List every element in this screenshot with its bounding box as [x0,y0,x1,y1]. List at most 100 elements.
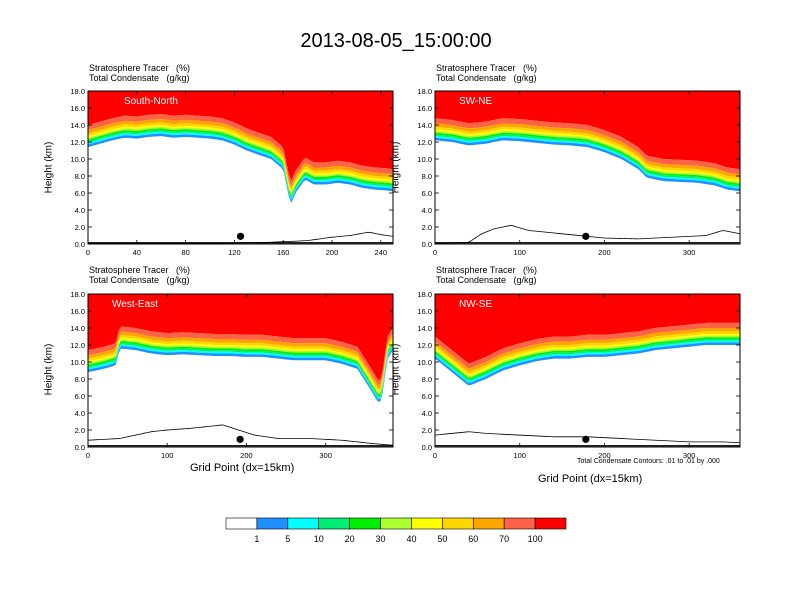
panel-2-tracer-band-5 [435,130,740,184]
panel-1-ytick-label: 8.0 [75,172,85,181]
panel-1-ytick-label: 4.0 [75,206,85,215]
panel-4-tracer-band-3 [435,331,740,375]
panel-3-tracer-band-3 [88,334,393,391]
panel-1-ytick-label: 16.0 [70,104,85,113]
panel-3-ytick-label: 10.0 [70,358,85,367]
panel-4-frame [434,293,741,448]
panel-4-ytick-label: 6.0 [422,392,432,401]
panel-2-location-marker [582,232,590,240]
panel-1-var-label-1: Stratosphere Tracer (%) [89,63,191,73]
panel-3-tracer-band-1 [88,326,393,385]
colorbar-label: 60 [468,534,478,544]
colorbar-label: 5 [285,534,290,544]
panel-4-ytick-label: 8.0 [422,375,432,384]
panel-2-xtick-label: 300 [683,248,696,257]
panel-4-tracer-band-1 [435,322,740,369]
panel-3-tracer-band-7 [88,342,393,398]
panel-4-ytick-label: 18.0 [417,290,432,299]
panel-1-xtick-label: 200 [326,248,339,257]
panel-1-ytick-label: 14.0 [70,121,85,130]
panel-4-var-label-2: Total Condensate (g/kg) [436,275,537,285]
panel-2-xtick-label: 200 [598,248,611,257]
panel-3-ytick-label: 12.0 [70,341,85,350]
panel-3-label: West-East [112,299,158,310]
panel-1-ytick-label: 2.0 [75,223,85,232]
panel-3-ytick-label: 6.0 [75,392,85,401]
panel-4-ytick-label: 2.0 [422,426,432,435]
panel-3-tracer-band-2 [88,331,393,389]
panel-2-tracer-band-9 [435,137,740,192]
panel-1-tracer-band-1 [88,114,393,186]
panel-4-xlabel: Grid Point (dx=15km) [538,473,643,485]
colorbar-label: 30 [376,534,386,544]
panel-1-xtick-label: 40 [133,248,141,257]
panel-4-ytick-label: 14.0 [417,324,432,333]
colorbar-swatch [349,517,381,530]
panel-2-tracer-band-7 [435,134,740,188]
panel-3-frame [87,293,394,448]
panel-4-ytick-label: 4.0 [422,409,432,418]
panel-4-xtick-label: 200 [598,451,611,460]
panel-4-location-marker [582,435,590,443]
colorbar-label: 70 [499,534,509,544]
colorbar-swatch [380,517,412,530]
panel-3-tracer-band-8 [88,344,393,400]
panel-2-var-label-2: Total Condensate (g/kg) [436,73,537,83]
panel-3-tracer-band-5 [88,339,393,394]
panel-2-tracer-band-4 [435,129,740,182]
colorbar-label: 1 [254,534,259,544]
panel-1-ytick-label: 18.0 [70,87,85,96]
panel-2-var-label-1: Stratosphere Tracer (%) [436,63,538,73]
panel-3-tracer-band-4 [88,337,393,393]
panel-3-ytick-label: 18.0 [70,290,85,299]
panel-4-ytick-label: 12.0 [417,341,432,350]
panel-1-location-marker [236,232,245,240]
colorbar-label: 10 [314,534,324,544]
panel-3-ytick-label: 14.0 [70,324,85,333]
panel-1-xtick-label: 160 [277,248,290,257]
panel-1-xtick-label: 120 [228,248,241,257]
panel-3-stratosphere-region [88,294,393,380]
panel-1-xtick-label: 0 [86,248,90,257]
panel-1-xtick-label: 240 [375,248,388,257]
panel-2-ytick-label: 16.0 [417,104,432,113]
panel-3-var-label-2: Total Condensate (g/kg) [89,275,190,285]
panel-3-ytick-label: 0.0 [75,443,85,452]
panel-3-ytick-label: 4.0 [75,409,85,418]
panel-2-ytick-label: 14.0 [417,121,432,130]
panel-2-tracer-band-8 [435,136,740,189]
colorbar-swatch [256,517,289,530]
panel-1-tracer-band-2 [88,119,393,190]
colorbar-swatch [472,517,505,530]
panel-1-tracer-band-3 [88,122,393,192]
colorbar-label: 20 [345,534,355,544]
panel-2-frame [434,90,741,245]
figure-title: 2013-08-05_15:00:00 [300,30,492,52]
panel-2-stratosphere-region [435,91,740,170]
colorbar-swatch [287,517,320,530]
panel-1-label: South-North [124,96,178,107]
panel-3-location-marker [236,435,244,443]
panel-4-var-label-1: Stratosphere Tracer (%) [436,265,538,275]
colorbar-swatch [503,517,536,530]
panel-3-xtick-label: 300 [319,451,332,460]
panel-1-ytick-label: 10.0 [70,155,85,164]
panel-3-ytick-label: 16.0 [70,307,85,316]
panel-2-ytick-label: 2.0 [422,223,432,232]
panel-4-xtick-label: 100 [513,451,526,460]
panel-2-tracer-band-3 [435,126,740,181]
panel-2-xtick-label: 100 [513,248,526,257]
panel-2-ytick-label: 18.0 [417,87,432,96]
panel-1-stratosphere-region [88,91,393,181]
panel-3-condensate-contour [87,424,394,446]
panel-2-label: SW-NE [459,96,492,107]
colorbar-label: 100 [528,534,543,544]
panel-3-ytick-label: 8.0 [75,375,85,384]
colorbar-label: 50 [437,534,447,544]
panel-3-ytick-label: 2.0 [75,426,85,435]
panel-3-xtick-label: 200 [240,451,253,460]
panel-2-ytick-label: 0.0 [422,240,432,249]
panel-2-ytick-label: 8.0 [422,172,432,181]
colorbar-label: 40 [406,534,416,544]
